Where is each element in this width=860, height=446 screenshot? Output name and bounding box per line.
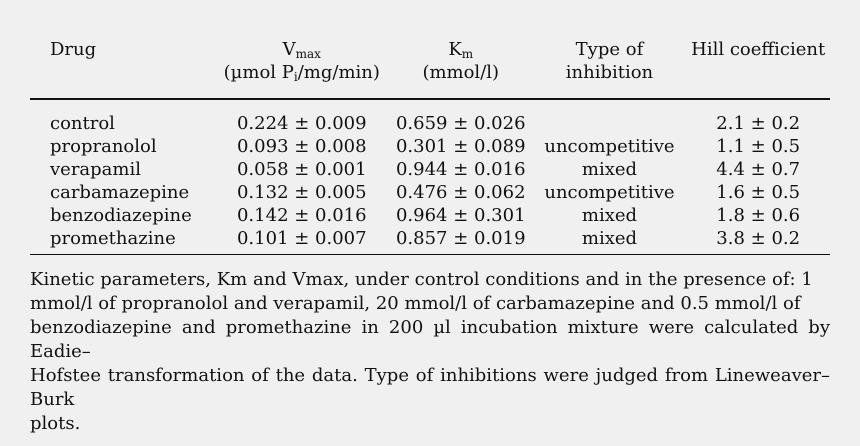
cell-vmax: 0.142 ± 0.016	[236, 205, 367, 226]
cell-km: 0.301 ± 0.089	[395, 136, 526, 157]
cell-drug: verapamil	[50, 159, 141, 180]
cell-km: 0.857 ± 0.019	[388, 227, 533, 255]
cell-vmax: 0.101 ± 0.007	[214, 227, 389, 255]
cell-drug: carbamazepine	[50, 182, 190, 203]
table-row: verapamil 0.058 ± 0.001 0.944 ± 0.016 mi…	[30, 158, 830, 181]
table-row: benzodiazepine 0.142 ± 0.016 0.964 ± 0.3…	[30, 204, 830, 227]
header-km: Km (mmol/l)	[388, 22, 533, 100]
table-row: promethazine 0.101 ± 0.007 0.857 ± 0.019…	[30, 227, 830, 255]
cell-drug: control	[50, 113, 115, 134]
caption-line: Kinetic parameters, Km and Vmax, under c…	[30, 269, 813, 290]
header-hill: Hill coefficient	[686, 22, 830, 100]
cell-hill: 4.4 ± 0.7	[716, 159, 801, 180]
cell-km: 0.659 ± 0.026	[395, 113, 526, 134]
cell-km: 0.944 ± 0.016	[395, 159, 526, 180]
table-row: control 0.224 ± 0.009 0.659 ± 0.026 2.1 …	[30, 99, 830, 135]
cell-hill: 1.1 ± 0.5	[716, 136, 801, 157]
cell-inhibition-type: mixed	[581, 159, 638, 180]
cell-inhibition-type	[533, 99, 687, 135]
header-row: Drug Vmax (µmol Pi/mg/min) Km (mmol/l) T…	[30, 22, 830, 100]
table-caption: Kinetic parameters, Km and Vmax, under c…	[30, 268, 830, 436]
cell-vmax: 0.093 ± 0.008	[236, 136, 367, 157]
header-inhibition-type: Type of inhibition	[532, 22, 687, 100]
cell-hill: 1.6 ± 0.5	[716, 182, 801, 203]
caption-line: plots.	[30, 413, 81, 434]
table-row: propranolol 0.093 ± 0.008 0.301 ± 0.089 …	[30, 135, 830, 158]
cell-vmax: 0.132 ± 0.005	[236, 182, 367, 203]
cell-vmax: 0.058 ± 0.001	[236, 159, 367, 180]
cell-inhibition-type: uncompetitive	[544, 136, 675, 157]
cell-km: 0.964 ± 0.301	[395, 205, 526, 226]
caption-line: Hofstee transformation of the data. Type…	[30, 365, 830, 410]
table-row: carbamazepine 0.132 ± 0.005 0.476 ± 0.06…	[30, 181, 830, 204]
table-header: Drug Vmax (µmol Pi/mg/min) Km (mmol/l) T…	[30, 22, 830, 100]
header-drug: Drug	[30, 22, 215, 100]
caption-line: mmol/l of propranolol and verapamil, 20 …	[30, 293, 801, 314]
cell-hill: 1.8 ± 0.6	[716, 205, 801, 226]
header-vmax: Vmax (µmol Pi/mg/min)	[214, 22, 389, 100]
cell-inhibition-type: uncompetitive	[544, 182, 675, 203]
cell-drug: promethazine	[30, 227, 215, 255]
caption-line: benzodiazepine and promethazine in 200 µ…	[30, 317, 830, 362]
cell-km: 0.476 ± 0.062	[395, 182, 526, 203]
cell-inhibition-type: mixed	[532, 227, 687, 255]
cell-hill: 2.1 ± 0.2	[716, 113, 801, 134]
cell-drug: propranolol	[50, 136, 157, 157]
cell-drug: benzodiazepine	[50, 205, 192, 226]
table-body: control 0.224 ± 0.009 0.659 ± 0.026 2.1 …	[30, 99, 830, 255]
cell-hill: 3.8 ± 0.2	[686, 227, 830, 255]
cell-vmax: 0.224 ± 0.009	[236, 113, 367, 134]
kinetic-parameters-table: Drug Vmax (µmol Pi/mg/min) Km (mmol/l) T…	[30, 22, 830, 255]
cell-inhibition-type: mixed	[581, 205, 638, 226]
